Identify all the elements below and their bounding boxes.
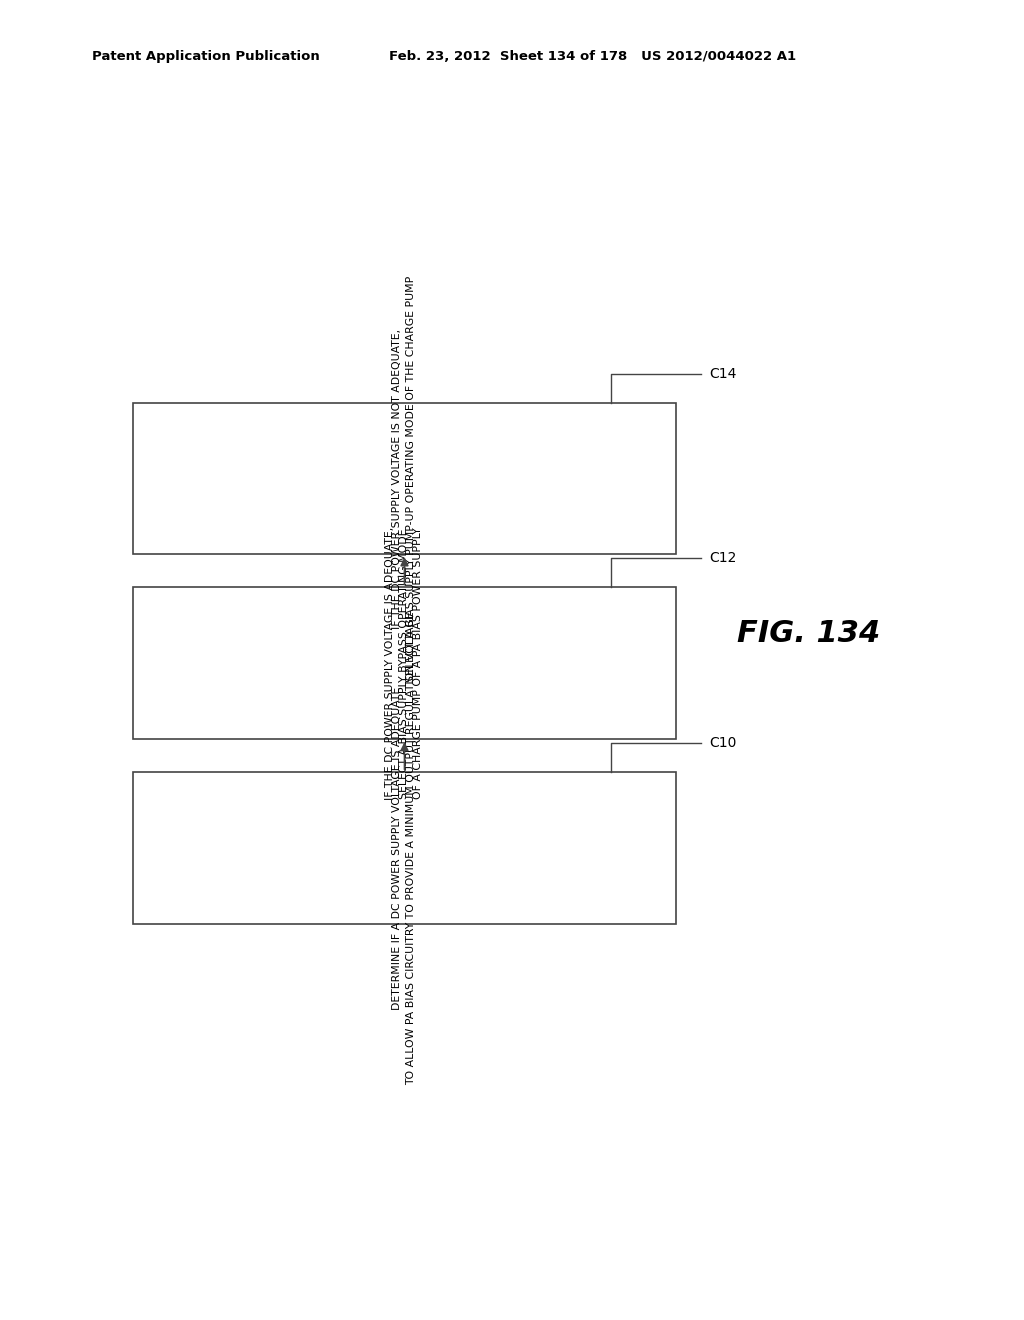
- Text: C14: C14: [710, 367, 737, 380]
- Bar: [133, 772, 676, 924]
- Text: IF THE DC POWER SUPPLY VOLTAGE IS NOT ADEQUATE,
SELECT A BIAS SUPPLY PUMP-UP OPE: IF THE DC POWER SUPPLY VOLTAGE IS NOT AD…: [392, 276, 417, 681]
- Text: C12: C12: [710, 552, 737, 565]
- Text: Feb. 23, 2012  Sheet 134 of 178   US 2012/0044022 A1: Feb. 23, 2012 Sheet 134 of 178 US 2012/0…: [389, 50, 797, 63]
- Text: DETERMINE IF A DC POWER SUPPLY VOLTAGE IS ADEQUATE
TO ALLOW PA BIAS CIRCUITRY TO: DETERMINE IF A DC POWER SUPPLY VOLTAGE I…: [392, 611, 417, 1085]
- Text: C10: C10: [710, 737, 737, 750]
- Bar: [133, 403, 676, 554]
- Text: Patent Application Publication: Patent Application Publication: [92, 50, 319, 63]
- Bar: [133, 587, 676, 739]
- Text: FIG. 134: FIG. 134: [737, 619, 881, 648]
- Text: IF THE DC POWER SUPPLY VOLTAGE IS ADEQUATE,
SELECT A BIAS SUPPLY BYPASS OPERATIN: IF THE DC POWER SUPPLY VOLTAGE IS ADEQUA…: [385, 527, 424, 800]
